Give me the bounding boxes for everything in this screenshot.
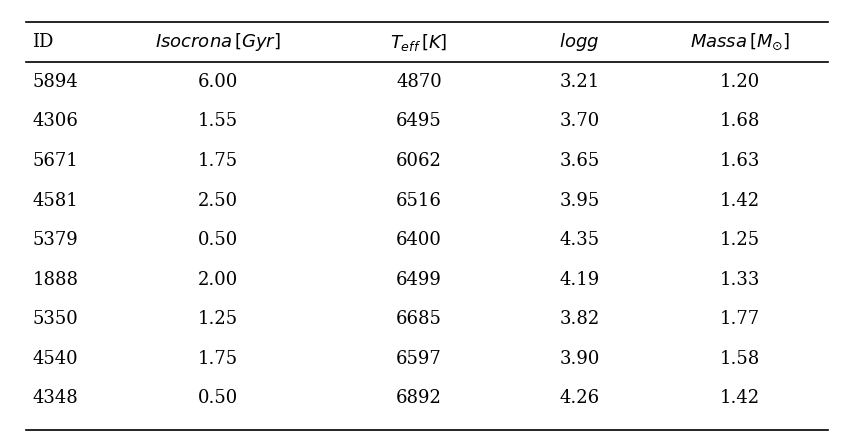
Text: 6.00: 6.00 (198, 73, 238, 91)
Text: 5894: 5894 (32, 73, 78, 91)
Text: 6597: 6597 (396, 350, 441, 368)
Text: 2.50: 2.50 (198, 191, 238, 210)
Text: 1.68: 1.68 (719, 112, 759, 130)
Text: 1.75: 1.75 (198, 152, 238, 170)
Text: 3.90: 3.90 (559, 350, 599, 368)
Text: 5379: 5379 (32, 231, 78, 249)
Text: 1.20: 1.20 (719, 73, 759, 91)
Text: 1.25: 1.25 (719, 231, 759, 249)
Text: 4306: 4306 (32, 112, 78, 130)
Text: 3.21: 3.21 (559, 73, 599, 91)
Text: 0.50: 0.50 (198, 231, 238, 249)
Text: $logg$: $logg$ (559, 31, 599, 53)
Text: 6892: 6892 (396, 389, 441, 407)
Text: 6062: 6062 (396, 152, 441, 170)
Text: $Isocrona\,[Gyr]$: $Isocrona\,[Gyr]$ (155, 31, 281, 53)
Text: 2.00: 2.00 (198, 271, 238, 289)
Text: 5350: 5350 (32, 310, 78, 328)
Text: 6495: 6495 (396, 112, 441, 130)
Text: 4.19: 4.19 (559, 271, 599, 289)
Text: 3.65: 3.65 (559, 152, 599, 170)
Text: 1.42: 1.42 (719, 389, 759, 407)
Text: 3.82: 3.82 (559, 310, 599, 328)
Text: 6400: 6400 (396, 231, 441, 249)
Text: 1.75: 1.75 (198, 350, 238, 368)
Text: 1.33: 1.33 (719, 271, 759, 289)
Text: 6685: 6685 (396, 310, 441, 328)
Text: 4.26: 4.26 (559, 389, 599, 407)
Text: 4870: 4870 (396, 73, 441, 91)
Text: 1.63: 1.63 (719, 152, 759, 170)
Text: 4540: 4540 (32, 350, 78, 368)
Text: 1.77: 1.77 (719, 310, 759, 328)
Text: ID: ID (32, 33, 54, 51)
Text: 4581: 4581 (32, 191, 78, 210)
Text: 3.70: 3.70 (559, 112, 599, 130)
Text: $Massa\,[M_{\odot}]$: $Massa\,[M_{\odot}]$ (689, 32, 789, 52)
Text: 1.55: 1.55 (198, 112, 238, 130)
Text: 1888: 1888 (32, 271, 78, 289)
Text: 4.35: 4.35 (559, 231, 599, 249)
Text: 3.95: 3.95 (559, 191, 599, 210)
Text: 1.25: 1.25 (198, 310, 238, 328)
Text: 1.42: 1.42 (719, 191, 759, 210)
Text: 0.50: 0.50 (198, 389, 238, 407)
Text: 5671: 5671 (32, 152, 78, 170)
Text: 1.58: 1.58 (719, 350, 759, 368)
Text: 6516: 6516 (396, 191, 441, 210)
Text: 4348: 4348 (32, 389, 78, 407)
Text: 6499: 6499 (396, 271, 441, 289)
Text: $T_{eff}\,[K]$: $T_{eff}\,[K]$ (390, 32, 447, 53)
